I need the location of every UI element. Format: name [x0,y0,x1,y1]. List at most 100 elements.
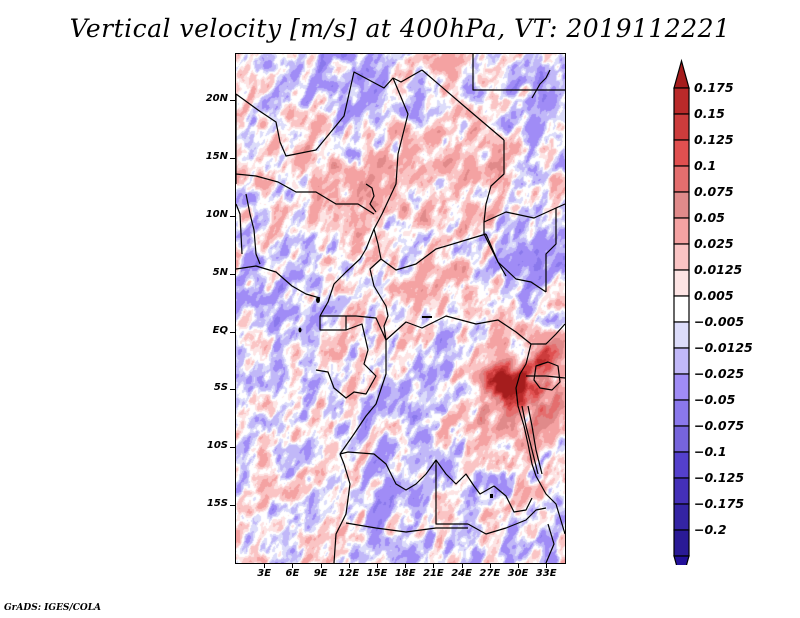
colorbar-level-label: −0.075 [694,418,745,433]
colorbar-level-label: −0.175 [694,496,745,511]
border-congo-drc [339,340,387,455]
y-tick-mark [230,505,236,507]
border-drc-angola [339,451,495,495]
colorbar-segment [673,425,690,453]
x-tick-label: 18E [394,568,416,579]
y-tick-label: 10N [205,208,228,220]
border-angola-coast [333,453,351,563]
border-algeria-niger [236,69,423,157]
colorbar-segment [673,347,690,375]
x-tick-mark [320,563,322,568]
border-niger-nigeria [236,173,375,215]
x-tick-mark [433,563,435,568]
colorbar-segment [673,113,690,141]
x-tick-label: 21E [423,568,444,579]
border-sudan-ssudan [483,203,565,223]
x-tick-mark [546,563,548,568]
x-tick-label: 30E [507,568,529,579]
colorbar-level-label: 0.005 [694,288,734,303]
border-coast-gulf-guinea [236,265,321,299]
colorbar-level-label: −0.005 [694,314,745,329]
colorbar-segment [673,503,690,531]
y-tick-label: 5N [212,266,228,278]
y-tick-label: EQ [212,324,228,336]
colorbar-level-label: 0.0125 [694,262,743,277]
y-tick-label: 5S [213,382,228,394]
colorbar-segment [673,451,690,479]
border-sudan-east [545,208,557,292]
border-car-sudan [485,233,547,293]
x-tick-mark [405,563,407,568]
border-mozambique [545,523,555,563]
colorbar-segment [673,87,690,115]
country-borders [236,54,565,563]
lake-spot [298,327,302,333]
y-tick-mark [230,215,236,217]
x-tick-label: 15E [366,568,388,579]
y-tick-mark [230,100,236,102]
colorbar-segment [673,243,690,271]
border-angola-zambia [435,460,468,525]
colorbar-level-label: 0.125 [694,132,734,147]
colorbar-level-label: 0.075 [694,184,734,199]
border-tanzania-malawi [535,475,565,535]
colorbar-segment [673,529,690,557]
colorbar-level-label: −0.1 [694,444,727,459]
grads-credit: GrADS: IGES/COLA [4,603,102,613]
y-tick-mark [230,389,236,391]
colorbar-level-label: −0.2 [694,522,727,537]
border-libya-chad [421,69,505,141]
x-tick-mark [461,563,463,568]
x-tick-label: 27E [479,568,501,579]
y-tick-mark [230,331,236,333]
map-plot-area [236,54,565,563]
colorbar-segment [673,295,690,323]
y-tick-label: 15S [206,498,228,510]
vertical-velocity-field [236,54,565,563]
border-niger-chad [373,77,409,245]
border-red-sea-coast [531,69,551,99]
x-tick-mark [292,563,294,568]
border-togo [236,203,243,255]
lake-spot [316,297,320,303]
border-angola-namibia [345,522,468,533]
border-drc-east-lakes [515,343,537,477]
border-eqg [319,316,347,331]
colorbar-segment [673,191,690,219]
colorbar-min-triangle [673,555,690,565]
border-nigeria-cameroon [319,228,375,317]
border-drc-zambia [493,485,533,513]
colorbar-level-label: 0.05 [694,210,725,225]
y-tick-mark [230,447,236,449]
colorbar-segment [673,321,690,349]
colorbar-segment [673,399,690,427]
colorbar-level-label: 0.175 [694,80,734,95]
x-tick-mark [489,563,491,568]
colorbar-level-label: −0.05 [694,392,736,407]
colorbar-segment [673,373,690,401]
colorbar-level-label: −0.025 [694,366,745,381]
y-tick-mark [230,273,236,275]
colorbar-segment [673,477,690,505]
lake-bangweulu [490,494,493,498]
border-zambia-zimbabwe [467,507,547,535]
colorbar-max-triangle [673,58,690,89]
colorbar-level-label: 0.1 [694,158,717,173]
x-tick-label: 33E [535,568,557,579]
border-libya-egypt-sudan [472,54,565,91]
colorbar-segment [673,165,690,193]
x-tick-mark [518,563,519,568]
colorbar-level-label: 0.15 [694,106,725,121]
x-tick-label: 3E [257,568,272,579]
colorbar-segment [673,217,690,245]
border-cameroon-gabon-eqg [320,315,387,341]
colorbar-level-label: −0.0125 [694,340,753,355]
x-tick-label: 12E [338,568,360,579]
border-cameroon-chad-car [369,243,389,341]
y-tick-label: 20N [205,93,228,105]
border-lake-tanganyika [521,405,543,475]
x-tick-label: 6E [285,568,300,579]
y-tick-label: 10S [206,440,228,452]
x-tick-mark [348,563,350,568]
border-lake-victoria [533,361,561,391]
